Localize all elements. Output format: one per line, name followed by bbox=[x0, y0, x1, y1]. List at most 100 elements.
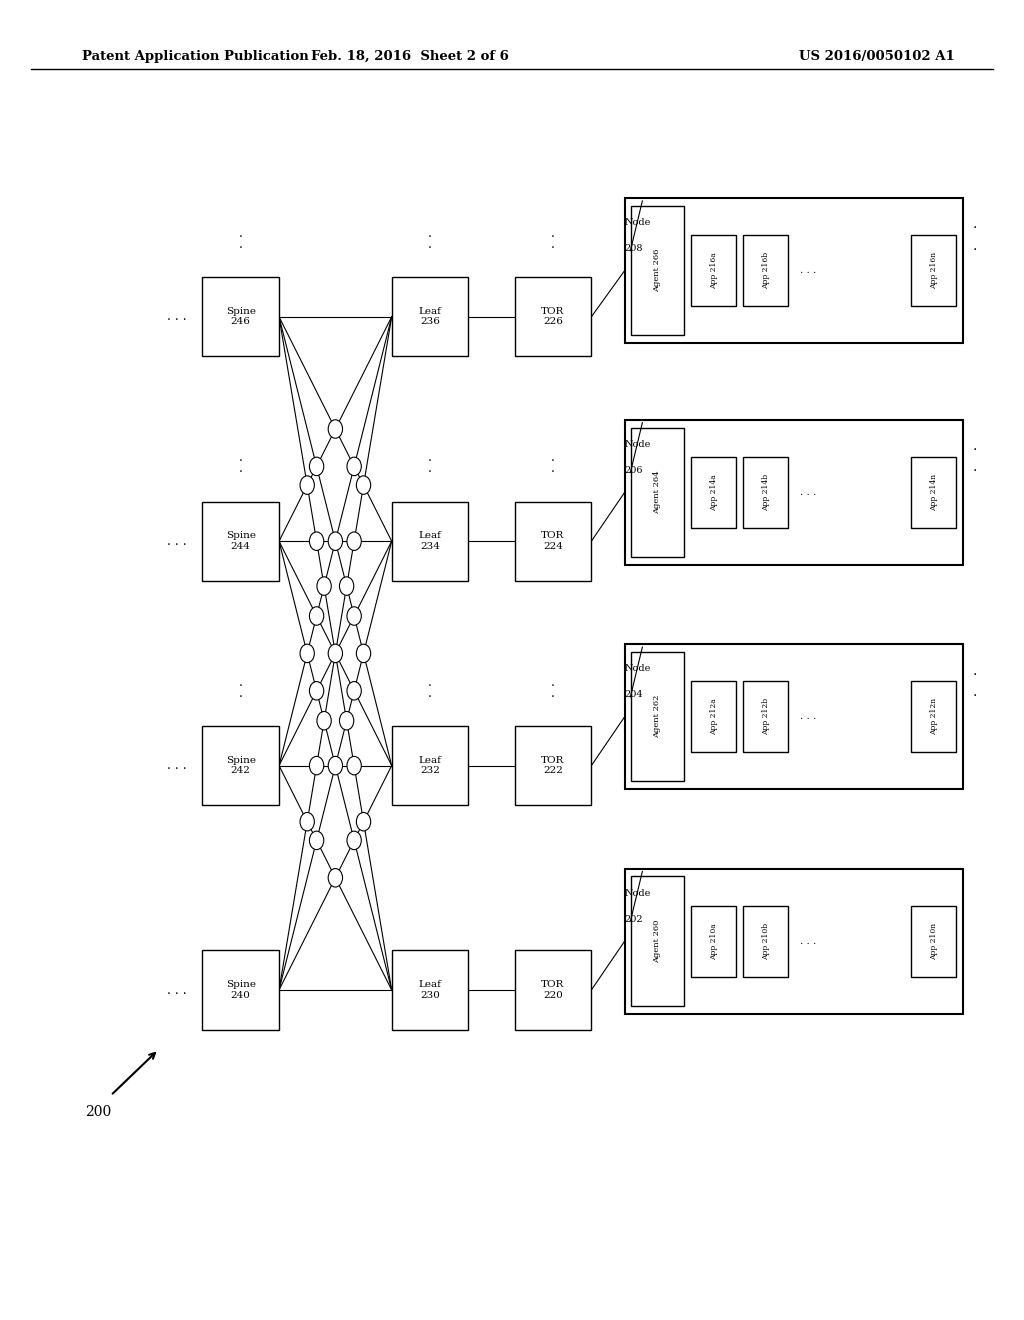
Circle shape bbox=[356, 644, 371, 663]
Bar bbox=[631, 652, 684, 781]
Bar bbox=[391, 726, 469, 805]
Bar bbox=[515, 277, 592, 356]
Text: Agent 264: Agent 264 bbox=[653, 470, 662, 515]
Text: App 214b: App 214b bbox=[762, 474, 770, 511]
Bar bbox=[743, 457, 788, 528]
Bar bbox=[202, 277, 279, 356]
Text: .: . bbox=[973, 461, 977, 474]
Circle shape bbox=[300, 477, 314, 495]
Text: .: . bbox=[973, 664, 977, 677]
Circle shape bbox=[356, 812, 371, 832]
Text: 206: 206 bbox=[625, 466, 643, 475]
Text: . . .: . . . bbox=[800, 713, 816, 721]
Text: .: . bbox=[973, 239, 977, 252]
Text: 200: 200 bbox=[85, 1105, 112, 1119]
Circle shape bbox=[317, 577, 332, 595]
Bar bbox=[691, 906, 736, 977]
Circle shape bbox=[339, 577, 354, 595]
Bar bbox=[625, 644, 963, 789]
Text: .
.: . . bbox=[551, 676, 555, 700]
Bar bbox=[691, 681, 736, 752]
Text: 202: 202 bbox=[625, 915, 643, 924]
Text: Agent 260: Agent 260 bbox=[653, 920, 662, 962]
Circle shape bbox=[309, 681, 324, 700]
Bar bbox=[202, 950, 279, 1030]
Text: . . .: . . . bbox=[800, 937, 816, 945]
Text: App 216a: App 216a bbox=[710, 252, 718, 289]
Text: US 2016/0050102 A1: US 2016/0050102 A1 bbox=[799, 50, 954, 63]
Text: . . .: . . . bbox=[800, 488, 816, 496]
Bar bbox=[515, 726, 592, 805]
Text: App 210n: App 210n bbox=[930, 923, 938, 960]
Bar bbox=[631, 876, 684, 1006]
Text: . . .: . . . bbox=[800, 267, 816, 275]
Bar bbox=[202, 726, 279, 805]
Bar bbox=[625, 869, 963, 1014]
Circle shape bbox=[340, 711, 354, 730]
Circle shape bbox=[328, 756, 342, 775]
Circle shape bbox=[347, 457, 361, 475]
Bar bbox=[743, 681, 788, 752]
Text: Spine
242: Spine 242 bbox=[225, 756, 256, 775]
Text: Node: Node bbox=[625, 440, 651, 449]
Circle shape bbox=[309, 832, 324, 850]
Bar bbox=[911, 906, 956, 977]
Bar bbox=[691, 235, 736, 306]
Text: 204: 204 bbox=[625, 690, 643, 700]
Text: Agent 262: Agent 262 bbox=[653, 696, 662, 738]
Text: Spine
240: Spine 240 bbox=[225, 981, 256, 999]
Text: Spine
246: Spine 246 bbox=[225, 308, 256, 326]
Text: App 216b: App 216b bbox=[762, 252, 770, 289]
Text: App 212n: App 212n bbox=[930, 698, 938, 735]
Bar bbox=[911, 681, 956, 752]
Text: App 210b: App 210b bbox=[762, 923, 770, 960]
Bar bbox=[631, 428, 684, 557]
Circle shape bbox=[356, 477, 371, 495]
Bar bbox=[625, 420, 963, 565]
Circle shape bbox=[309, 607, 324, 626]
Bar bbox=[625, 198, 963, 343]
Bar bbox=[743, 235, 788, 306]
Text: . . .: . . . bbox=[167, 983, 186, 997]
Circle shape bbox=[347, 607, 361, 626]
Text: . . .: . . . bbox=[167, 759, 186, 772]
Circle shape bbox=[300, 644, 314, 663]
Text: 208: 208 bbox=[625, 244, 643, 253]
Circle shape bbox=[309, 756, 324, 775]
Text: TOR
226: TOR 226 bbox=[542, 308, 564, 326]
Bar bbox=[515, 502, 592, 581]
Text: Agent 266: Agent 266 bbox=[653, 249, 662, 292]
Text: .
.: . . bbox=[551, 227, 555, 251]
Circle shape bbox=[347, 756, 361, 775]
Text: Leaf
230: Leaf 230 bbox=[419, 981, 441, 999]
Text: Node: Node bbox=[625, 218, 651, 227]
Circle shape bbox=[328, 532, 342, 550]
Circle shape bbox=[328, 644, 342, 663]
Text: Node: Node bbox=[625, 888, 651, 898]
Text: TOR
224: TOR 224 bbox=[542, 532, 564, 550]
Text: .
.: . . bbox=[428, 451, 432, 475]
Text: .: . bbox=[973, 218, 977, 231]
Bar bbox=[631, 206, 684, 335]
Bar bbox=[202, 502, 279, 581]
Text: .
.: . . bbox=[239, 451, 243, 475]
Text: .
.: . . bbox=[239, 676, 243, 700]
Circle shape bbox=[347, 832, 361, 850]
Text: Leaf
234: Leaf 234 bbox=[419, 532, 441, 550]
Text: . . .: . . . bbox=[167, 310, 186, 323]
Text: .: . bbox=[973, 440, 977, 453]
Text: Leaf
236: Leaf 236 bbox=[419, 308, 441, 326]
Text: Spine
244: Spine 244 bbox=[225, 532, 256, 550]
Text: App 212b: App 212b bbox=[762, 698, 770, 735]
Text: TOR
222: TOR 222 bbox=[542, 756, 564, 775]
Text: Node: Node bbox=[625, 664, 651, 673]
Circle shape bbox=[347, 681, 361, 700]
Text: App 210a: App 210a bbox=[710, 923, 718, 960]
Circle shape bbox=[347, 532, 361, 550]
Bar bbox=[391, 502, 469, 581]
Bar bbox=[911, 457, 956, 528]
Bar bbox=[391, 277, 469, 356]
Text: . . .: . . . bbox=[167, 535, 186, 548]
Text: App 212a: App 212a bbox=[710, 698, 718, 735]
Circle shape bbox=[328, 420, 342, 438]
